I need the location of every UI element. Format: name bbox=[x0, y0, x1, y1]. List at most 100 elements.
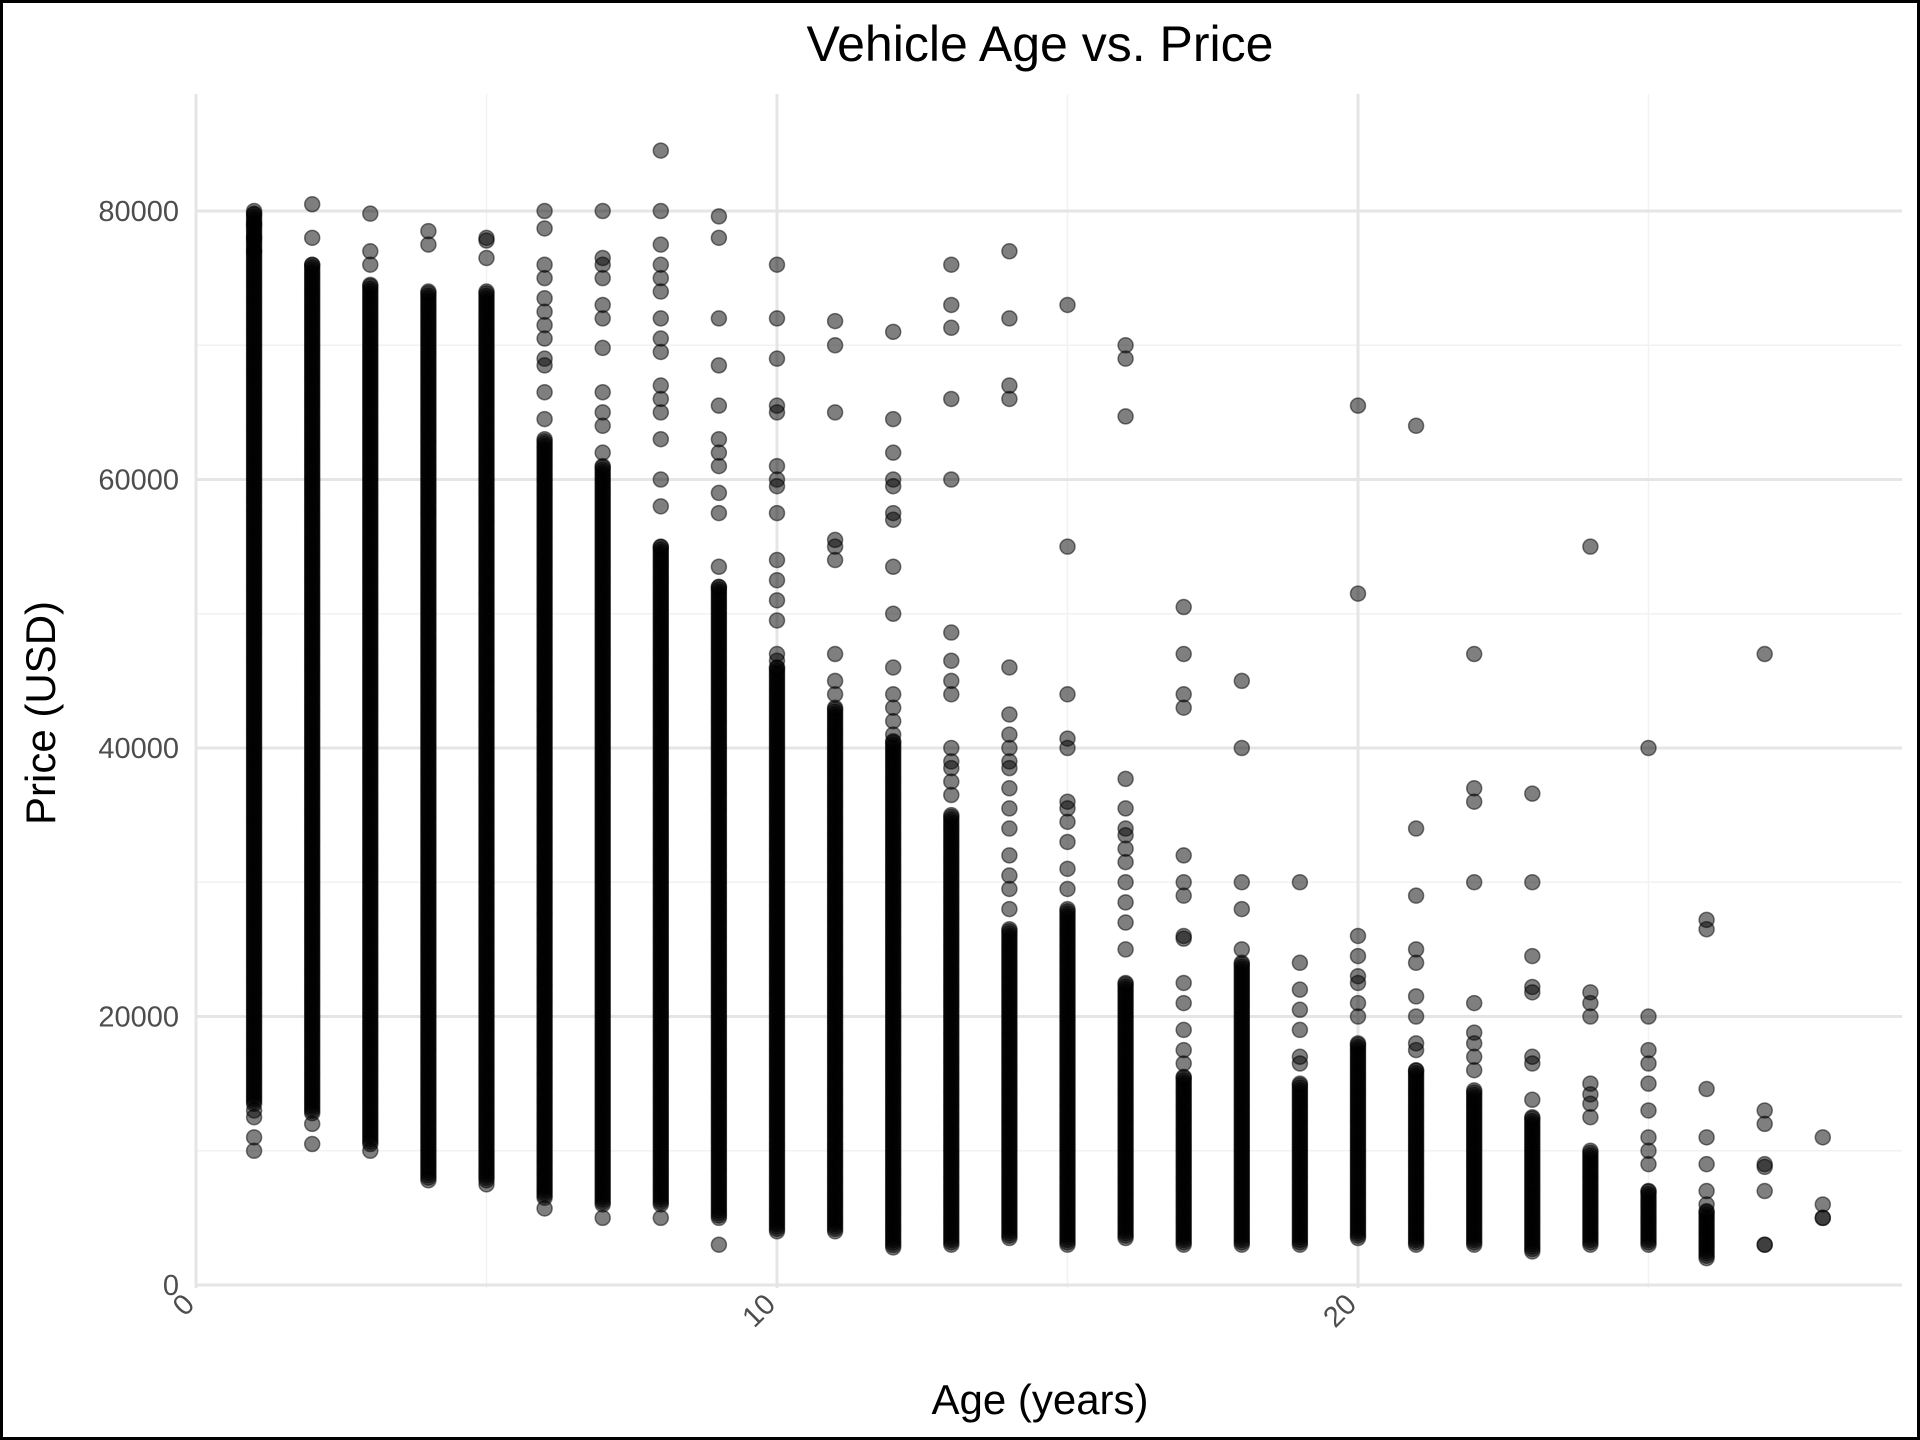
data-point bbox=[1117, 820, 1134, 837]
data-point bbox=[1524, 785, 1541, 802]
data-point bbox=[1001, 243, 1018, 260]
data-point bbox=[536, 430, 553, 448]
data-point bbox=[1059, 538, 1076, 555]
data-point bbox=[536, 290, 553, 307]
data-point bbox=[884, 504, 902, 522]
data-point bbox=[1407, 820, 1425, 837]
data-point bbox=[1233, 874, 1251, 891]
data-point bbox=[536, 1200, 553, 1217]
data-point bbox=[943, 471, 960, 488]
data-point bbox=[1001, 920, 1018, 938]
data-point bbox=[652, 538, 670, 555]
data-point bbox=[1059, 296, 1076, 314]
data-point bbox=[1175, 927, 1192, 945]
data-point bbox=[536, 220, 553, 237]
data-point bbox=[536, 256, 553, 273]
data-point bbox=[478, 1176, 495, 1193]
data-point bbox=[1001, 726, 1018, 743]
data-point bbox=[826, 312, 844, 330]
data-point bbox=[1407, 887, 1425, 904]
data-point bbox=[1465, 645, 1483, 663]
data-point bbox=[652, 471, 670, 488]
data-point bbox=[768, 310, 786, 327]
data-point bbox=[652, 256, 670, 273]
data-point bbox=[768, 612, 786, 629]
data-point bbox=[1349, 947, 1367, 965]
data-point bbox=[710, 310, 728, 327]
data-point bbox=[1524, 978, 1541, 996]
data-point bbox=[768, 256, 786, 273]
data-point bbox=[768, 592, 786, 609]
data-point bbox=[943, 319, 960, 337]
data-point bbox=[710, 578, 728, 596]
data-point bbox=[245, 1129, 263, 1146]
data-point bbox=[710, 430, 728, 448]
data-point bbox=[362, 243, 379, 260]
data-point bbox=[1291, 1048, 1309, 1066]
data-point bbox=[1349, 1035, 1367, 1052]
data-point bbox=[884, 444, 902, 461]
data-point bbox=[1407, 417, 1425, 435]
data-point bbox=[652, 142, 670, 159]
data-point bbox=[652, 430, 670, 448]
data-point bbox=[652, 498, 670, 515]
data-point bbox=[1233, 900, 1251, 918]
data-point bbox=[826, 531, 844, 549]
data-point bbox=[1059, 730, 1076, 747]
data-point bbox=[1117, 941, 1134, 958]
data-point bbox=[362, 1142, 379, 1159]
data-point bbox=[420, 222, 437, 240]
data-point bbox=[1175, 847, 1192, 864]
data-point bbox=[1465, 1082, 1483, 1099]
data-point bbox=[536, 383, 553, 401]
data-point bbox=[1349, 994, 1367, 1012]
data-point bbox=[652, 1209, 670, 1227]
data-point bbox=[594, 202, 611, 220]
data-point bbox=[1407, 1008, 1425, 1025]
data-point bbox=[1524, 1108, 1541, 1126]
data-point bbox=[1175, 1041, 1192, 1059]
data-point bbox=[943, 390, 960, 408]
data-point bbox=[1001, 659, 1018, 676]
data-point bbox=[303, 1135, 321, 1153]
data-point bbox=[1465, 780, 1483, 797]
data-point bbox=[1117, 408, 1134, 425]
data-point bbox=[884, 605, 902, 622]
data-point bbox=[303, 229, 321, 247]
data-point bbox=[1291, 1001, 1309, 1019]
data-point bbox=[1001, 800, 1018, 817]
data-point bbox=[943, 652, 960, 669]
data-point bbox=[1407, 988, 1425, 1005]
data-point bbox=[536, 410, 553, 428]
data-point bbox=[303, 1115, 321, 1133]
data-point bbox=[884, 471, 902, 488]
data-point bbox=[652, 202, 670, 220]
data-point bbox=[884, 410, 902, 428]
data-point bbox=[943, 672, 960, 690]
data-point bbox=[1465, 994, 1483, 1012]
data-point bbox=[768, 551, 786, 569]
data-point bbox=[710, 484, 728, 502]
data-point bbox=[768, 397, 786, 414]
data-point bbox=[652, 330, 670, 347]
data-point bbox=[1349, 927, 1367, 945]
data-point bbox=[1001, 377, 1018, 394]
data-point bbox=[943, 739, 960, 757]
data-point bbox=[362, 276, 379, 294]
data-point bbox=[1001, 847, 1018, 864]
data-point bbox=[594, 383, 611, 401]
data-point bbox=[1291, 1075, 1309, 1092]
data-point bbox=[594, 404, 611, 421]
data-point bbox=[1059, 880, 1076, 898]
data-point bbox=[710, 558, 728, 576]
data-point bbox=[594, 1209, 611, 1227]
data-point bbox=[478, 283, 495, 300]
data-point bbox=[710, 357, 728, 374]
data-point bbox=[1407, 941, 1425, 958]
data-point bbox=[1291, 954, 1309, 972]
data-point bbox=[884, 659, 902, 676]
data-points bbox=[245, 142, 1832, 1267]
data-point bbox=[1175, 974, 1192, 992]
data-point bbox=[884, 558, 902, 576]
